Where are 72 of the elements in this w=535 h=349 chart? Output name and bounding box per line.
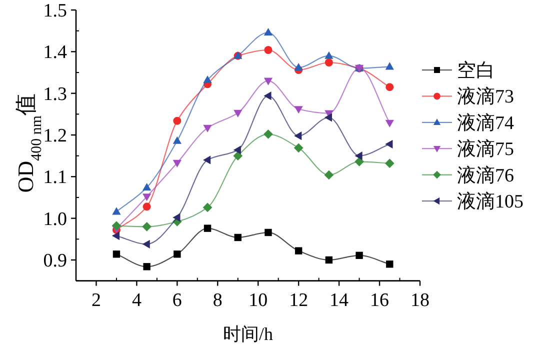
point — [142, 222, 152, 232]
point — [234, 110, 242, 118]
x-tick-label: 18 — [410, 290, 430, 311]
point — [294, 62, 303, 71]
point — [233, 146, 241, 154]
legend-label: 液滴74 — [457, 112, 514, 134]
point — [112, 221, 122, 230]
point — [264, 129, 273, 139]
point — [264, 228, 272, 236]
y-tick-label: 0.9 — [43, 250, 67, 272]
legend-label: 液滴75 — [457, 138, 514, 160]
point — [354, 151, 362, 160]
point — [142, 182, 152, 191]
point — [173, 116, 182, 125]
y-tick-label: 1.1 — [43, 167, 67, 188]
point — [174, 250, 181, 258]
point — [356, 252, 363, 259]
point — [112, 207, 121, 215]
x-tick-label: 14 — [330, 290, 350, 311]
point — [172, 213, 180, 222]
point — [264, 78, 273, 86]
point — [264, 92, 272, 100]
point — [172, 136, 182, 144]
point — [386, 260, 394, 268]
point — [203, 156, 211, 164]
point — [112, 250, 120, 258]
point — [325, 256, 333, 264]
point — [172, 160, 182, 168]
point — [264, 28, 273, 36]
point — [203, 124, 212, 132]
point — [324, 113, 332, 122]
point — [202, 202, 212, 212]
point — [324, 170, 334, 180]
x-tick-label: 8 — [212, 290, 222, 311]
y-tick-label: 1.4 — [43, 42, 68, 64]
x-tick-label: 6 — [172, 290, 182, 311]
point — [385, 120, 394, 128]
point — [354, 156, 364, 166]
legend-label: 液滴73 — [457, 86, 514, 108]
point — [233, 151, 243, 160]
x-tick-label: 12 — [289, 290, 308, 311]
legend-label: 液滴76 — [457, 164, 514, 186]
x-tick-label: 4 — [132, 290, 142, 311]
y-tick-label: 1.0 — [43, 208, 67, 230]
x-tick-label: 2 — [91, 290, 101, 311]
x-axis-title: 时间/h — [222, 324, 274, 344]
point — [324, 58, 333, 66]
point — [294, 143, 304, 153]
legend-label: 液滴105 — [457, 190, 524, 212]
point — [234, 234, 242, 242]
point — [385, 62, 394, 70]
x-tick-label: 16 — [370, 290, 390, 311]
point — [294, 247, 302, 254]
point — [294, 106, 303, 114]
point — [294, 132, 302, 140]
point — [204, 224, 212, 232]
point — [142, 240, 150, 248]
y-tick-label: 1.5 — [43, 0, 67, 22]
y-tick-label: 1.3 — [43, 84, 67, 105]
x-tick-label: 10 — [248, 290, 268, 311]
point — [112, 231, 120, 240]
point — [385, 140, 393, 148]
point — [203, 75, 212, 84]
legend-label: 空白 — [457, 60, 495, 82]
point — [142, 202, 151, 211]
point — [143, 263, 150, 270]
point — [264, 46, 272, 54]
point — [386, 83, 394, 92]
point — [142, 194, 152, 202]
point — [324, 51, 334, 59]
y-tick-label: 1.2 — [43, 125, 67, 146]
point — [384, 158, 394, 168]
